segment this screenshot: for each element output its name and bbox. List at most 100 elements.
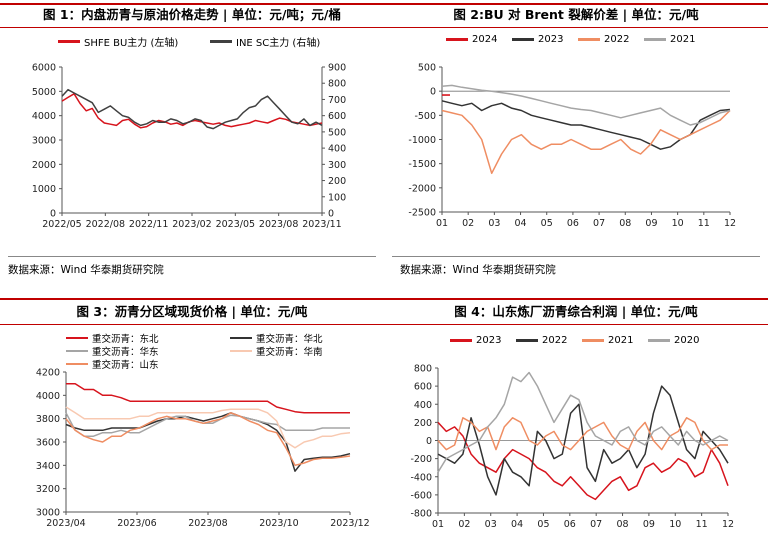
y-tick-label: 3800 <box>36 414 60 425</box>
y-tick-label: 800 <box>414 364 432 375</box>
source-rule <box>8 256 376 257</box>
x-tick-label: 10 <box>672 218 684 229</box>
legend-item: 2024 <box>446 34 497 45</box>
chart-legend: 2023 2022 2021 2020 <box>384 335 768 351</box>
x-tick-label: 01 <box>436 218 448 229</box>
chart-title: 图 4：山东炼厂沥青综合利润 | 单位：元/吨 <box>454 304 698 319</box>
chart-title: 图 3：沥青分区域现货价格 | 单位：元/吨 <box>76 304 308 319</box>
chart-legend: 重交沥青：东北 重交沥青：华北 重交沥青：华东 重交沥青：华南 重交沥青：山东 <box>0 331 384 371</box>
legend-item: 2023 <box>512 34 563 45</box>
y-tick-label: 400 <box>414 400 432 411</box>
y-tick-label: 3000 <box>32 136 56 147</box>
legend-swatch <box>66 362 88 366</box>
x-tick-label: 07 <box>590 519 602 530</box>
legend-swatch <box>230 349 252 353</box>
x-tick-label: 03 <box>488 218 500 229</box>
title-rule-top <box>0 3 384 5</box>
legend-swatch <box>644 38 666 41</box>
x-tick-label: 04 <box>514 218 526 229</box>
chart-panel-4: 图 4：山东炼厂沥青综合利润 | 单位：元/吨 2023 2022 2021 2… <box>384 298 768 536</box>
y-tick-label: -1000 <box>408 135 436 146</box>
title-rule-bottom <box>0 324 384 325</box>
chart-title: 图 1：内盘沥青与原油价格走势 | 单位：元/吨；元/桶 <box>43 7 341 22</box>
chart-plot: -2500 -2000 -1500 -1000 -500 0 500 01 02 03 04 05 06… <box>408 63 736 230</box>
x-tick-label: 03 <box>485 519 497 530</box>
y-right-tick-label: 100 <box>328 192 346 203</box>
series-line <box>441 84 731 126</box>
legend-item: 2022 <box>578 34 629 45</box>
y-right-tick-label: 600 <box>328 111 346 122</box>
y-right-tick-label: 400 <box>328 144 346 155</box>
source-rule <box>392 256 760 257</box>
title-rule-bottom <box>384 324 768 325</box>
series-line <box>437 421 729 501</box>
y-tick-label: 3000 <box>36 508 60 519</box>
y-tick-label: -200 <box>410 454 432 465</box>
x-tick-label: 12 <box>724 218 736 229</box>
x-tick-label: 01 <box>432 519 444 530</box>
legend-label: 2024 <box>472 34 498 45</box>
x-tick-label: 2023/08 <box>188 518 227 529</box>
x-tick-label: 2023/08 <box>259 219 298 230</box>
y-tick-label: -600 <box>410 490 432 501</box>
x-tick-label: 2023/02 <box>172 219 211 230</box>
title-rule-top <box>384 3 768 5</box>
legend-swatch <box>210 40 232 43</box>
y-right-tick-label: 500 <box>328 127 346 138</box>
chart-title: 图 2:BU 对 Brent 裂解价差 | 单位：元/吨 <box>453 7 699 22</box>
x-tick-label: 09 <box>645 218 657 229</box>
legend-swatch <box>582 339 604 342</box>
legend-label: 重交沥青：华北 <box>256 334 323 345</box>
chart-panel-3: 图 3：沥青分区域现货价格 | 单位：元/吨 重交沥青：东北 重交沥青：华北 重… <box>0 298 384 536</box>
chart-plot: 3000 3200 3400 3600 3800 4000 4200 2023/04 2023/… <box>36 368 370 530</box>
x-tick-label: 2023/11 <box>302 219 341 230</box>
y-right-tick-label: 300 <box>328 160 346 171</box>
y-tick-label: 1000 <box>32 184 56 195</box>
x-tick-label: 2023/12 <box>330 518 369 529</box>
legend-item: 2020 <box>648 335 699 346</box>
legend-label: 2021 <box>670 34 696 45</box>
x-tick-label: 06 <box>564 519 576 530</box>
legend-swatch <box>512 38 534 41</box>
y-tick-label: -800 <box>410 509 432 520</box>
legend-label: 2022 <box>604 34 630 45</box>
chart-panel-1: 图 1：内盘沥青与原油价格走势 | 单位：元/吨；元/桶 SHFE BU主力 (… <box>0 0 384 290</box>
legend-item: SHFE BU主力 (左轴) <box>58 34 178 49</box>
y-right-tick-label: 900 <box>328 63 346 74</box>
title-rule-bottom <box>0 27 384 28</box>
legend-swatch <box>450 339 472 342</box>
series-line <box>61 88 323 130</box>
series-line <box>437 417 728 451</box>
legend-item: 重交沥青：华东 <box>66 344 159 358</box>
y-tick-label: 0 <box>50 209 56 220</box>
y-right-tick-label: 0 <box>328 209 334 220</box>
series-line <box>65 412 350 437</box>
chart-legend: SHFE BU主力 (左轴) INE SC主力 (右轴) <box>0 34 384 50</box>
y-tick-label: -2500 <box>408 208 436 219</box>
chart-legend: 2024 2023 2022 2021 <box>384 34 768 50</box>
y-tick-label: -500 <box>414 111 436 122</box>
title-rule-top <box>0 298 384 300</box>
chart-plot: -800 -600 -400 -200 0 200 400 600 800 01 02 03 04 05 0… <box>410 364 734 531</box>
x-tick-label: 07 <box>593 218 605 229</box>
y-tick-label: 0 <box>430 87 436 98</box>
legend-label: 重交沥青：华南 <box>256 347 323 358</box>
chart-plot: 0 1000 2000 3000 4000 5000 6000 0 100 200 300 400 50… <box>32 63 346 231</box>
legend-item: 重交沥青：东北 <box>66 331 159 345</box>
legend-item: INE SC主力 (右轴) <box>210 34 320 49</box>
x-tick-label: 06 <box>567 218 579 229</box>
legend-swatch <box>578 38 600 41</box>
series-line <box>65 406 351 449</box>
legend-item: 2021 <box>644 34 695 45</box>
series-line <box>65 412 351 467</box>
y-tick-label: 4000 <box>36 391 60 402</box>
legend-item: 重交沥青：华南 <box>230 344 323 358</box>
legend-swatch <box>66 349 88 353</box>
series-line <box>437 371 729 473</box>
legend-item: 2023 <box>450 335 501 346</box>
legend-label: 2023 <box>476 335 502 346</box>
y-right-tick-label: 700 <box>328 95 346 106</box>
x-tick-label: 05 <box>541 218 553 229</box>
y-tick-label: 2000 <box>32 160 56 171</box>
series-line <box>441 100 731 150</box>
